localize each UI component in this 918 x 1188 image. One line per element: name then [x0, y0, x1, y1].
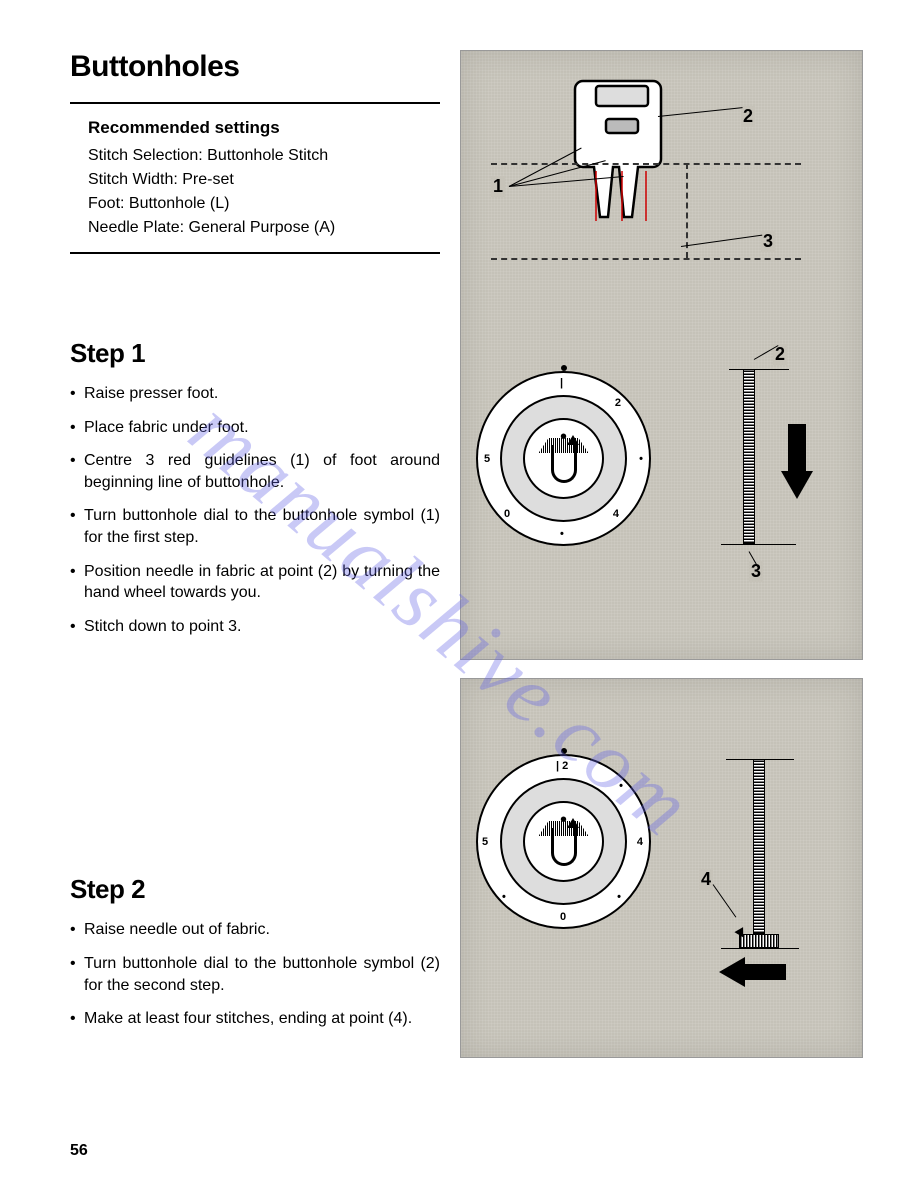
page-number: 56 [70, 1142, 88, 1160]
step-1-heading: Step 1 [70, 338, 440, 369]
dash-line [491, 258, 801, 260]
setting-line: Needle Plate: General Purpose (A) [88, 216, 440, 240]
tick-mark [721, 948, 799, 949]
dial-center-icon [523, 418, 604, 499]
list-item: Turn buttonhole dial to the buttonhole s… [70, 953, 440, 996]
figure-top: 1 2 3 | 2 • 4 • 0 5 [460, 50, 863, 660]
list-item: Position needle in fabric at point (2) b… [70, 561, 440, 604]
callout-1: 1 [491, 176, 505, 197]
buttonhole-stitch-icon [743, 369, 755, 544]
u-turn-arrow-icon [551, 828, 577, 866]
list-item: Turn buttonhole dial to the buttonhole s… [70, 505, 440, 548]
list-item: Centre 3 red guidelines (1) of foot arou… [70, 450, 440, 493]
divider-top [70, 102, 440, 104]
u-turn-arrow-icon [551, 445, 577, 483]
arrow-left-icon [719, 957, 745, 987]
callout-2: 2 [741, 106, 755, 127]
page-container: Buttonholes Recommended settings Stitch … [70, 50, 863, 1158]
divider-settings [70, 252, 440, 254]
setting-line: Foot: Buttonhole (L) [88, 192, 440, 216]
step-1-section: Step 1 Raise presser foot. Place fabric … [70, 338, 440, 649]
right-column: 1 2 3 | 2 • 4 • 0 5 [460, 50, 863, 1158]
step-2-section: Step 2 Raise needle out of fabric. Turn … [70, 874, 440, 1041]
step-1-list: Raise presser foot. Place fabric under f… [70, 383, 440, 637]
step-2-list: Raise needle out of fabric. Turn buttonh… [70, 919, 440, 1029]
callout-3: 3 [761, 231, 775, 252]
tick-mark [729, 369, 789, 370]
callout-4: 4 [699, 869, 713, 890]
dial-icon: | 2 • 4 • 0 • 5 [476, 754, 651, 929]
dial-icon: | 2 • 4 • 0 5 [476, 371, 651, 546]
setting-line: Stitch Width: Pre-set [88, 168, 440, 192]
left-column: Buttonholes Recommended settings Stitch … [70, 50, 440, 1158]
dial-center-icon [523, 801, 604, 882]
list-item: Make at least four stitches, ending at p… [70, 1008, 440, 1030]
dash-line [491, 163, 801, 165]
dash-line [686, 163, 688, 258]
dial-indicator-dot-icon [561, 748, 567, 754]
list-item: Raise needle out of fabric. [70, 919, 440, 941]
list-item: Raise presser foot. [70, 383, 440, 405]
list-item: Place fabric under foot. [70, 417, 440, 439]
tick-mark [721, 544, 796, 545]
figure-bottom: | 2 • 4 • 0 • 5 4 [460, 678, 863, 1058]
dial-indicator-dot-icon [561, 365, 567, 371]
settings-heading: Recommended settings [88, 118, 440, 138]
list-item: Stitch down to point 3. [70, 616, 440, 638]
setting-line: Stitch Selection: Buttonhole Stitch [88, 144, 440, 168]
settings-box: Recommended settings Stitch Selection: B… [70, 118, 440, 240]
buttonhole-stitch-icon [753, 759, 765, 934]
page-title: Buttonholes [70, 50, 440, 84]
arrow-down-icon [781, 471, 813, 499]
presser-foot-icon [546, 71, 716, 251]
step-2-heading: Step 2 [70, 874, 440, 905]
callout-line [713, 884, 737, 917]
